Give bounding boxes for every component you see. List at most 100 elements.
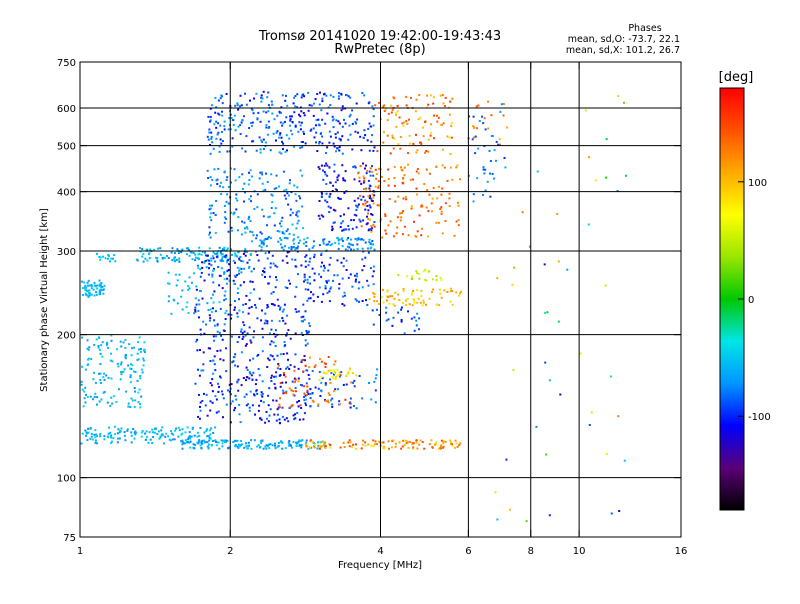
data-point	[303, 396, 305, 398]
data-point	[237, 446, 240, 449]
data-point	[229, 421, 232, 424]
data-point	[450, 136, 453, 139]
data-point	[336, 274, 339, 277]
data-point	[87, 348, 90, 351]
data-point	[355, 278, 357, 281]
stats-header: Phases	[628, 23, 661, 34]
data-point	[256, 117, 259, 120]
data-point	[391, 324, 394, 327]
data-point	[281, 94, 284, 97]
data-point	[321, 100, 324, 103]
data-point	[138, 247, 141, 249]
data-point	[87, 427, 90, 430]
data-point	[378, 101, 381, 104]
data-point	[296, 93, 299, 96]
data-point	[225, 200, 228, 203]
data-point	[261, 273, 264, 276]
data-point	[407, 446, 410, 449]
data-point	[323, 93, 325, 96]
data-point	[262, 401, 265, 404]
data-point	[362, 181, 365, 184]
data-point	[244, 303, 247, 305]
data-point	[297, 242, 300, 244]
data-point	[232, 213, 235, 216]
data-point	[423, 183, 426, 185]
data-point	[391, 136, 394, 139]
data-point	[261, 97, 264, 100]
data-point	[148, 252, 151, 255]
data-point	[84, 429, 87, 432]
data-point	[318, 286, 321, 289]
data-point	[250, 175, 253, 178]
data-point	[368, 197, 371, 200]
data-point	[130, 368, 133, 370]
data-point	[307, 288, 310, 291]
data-point	[210, 136, 213, 139]
data-point	[264, 445, 267, 448]
data-point	[217, 122, 220, 125]
data-point	[351, 285, 354, 288]
data-point	[299, 384, 302, 386]
data-point	[178, 251, 181, 254]
data-point	[437, 221, 440, 224]
data-point	[115, 348, 118, 351]
data-point	[304, 255, 307, 258]
data-point	[327, 269, 330, 272]
data-point	[556, 212, 559, 215]
data-point	[127, 402, 130, 405]
data-point	[252, 336, 255, 339]
data-point	[314, 443, 317, 446]
data-point	[367, 443, 370, 446]
data-point	[286, 251, 289, 254]
data-point	[360, 225, 363, 228]
data-point	[260, 94, 263, 97]
data-point	[248, 265, 251, 268]
data-point	[309, 405, 312, 408]
data-point	[261, 309, 263, 312]
data-point	[355, 447, 357, 450]
data-point	[293, 238, 296, 241]
data-point	[332, 142, 335, 145]
data-point	[408, 440, 411, 443]
data-point	[181, 289, 184, 292]
data-point	[318, 217, 321, 220]
data-point	[297, 130, 300, 133]
data-point	[360, 182, 363, 185]
data-point	[206, 169, 209, 172]
data-point	[348, 369, 351, 372]
data-point	[455, 291, 458, 294]
data-point	[173, 438, 176, 441]
data-point	[332, 279, 334, 282]
data-point	[489, 172, 491, 175]
data-point	[271, 444, 274, 447]
data-point	[130, 431, 133, 434]
data-point	[351, 148, 354, 151]
data-point	[97, 346, 100, 349]
data-point	[349, 96, 352, 99]
data-point	[129, 381, 132, 384]
data-point	[332, 126, 335, 129]
data-point	[285, 334, 288, 337]
data-point	[618, 510, 621, 512]
data-point	[318, 103, 321, 106]
data-point	[471, 138, 474, 141]
data-point	[449, 100, 452, 103]
data-point	[93, 343, 96, 346]
data-point	[327, 205, 330, 208]
data-point	[455, 442, 458, 445]
data-point	[105, 343, 108, 346]
data-point	[209, 207, 212, 210]
data-point	[270, 319, 273, 322]
data-point	[367, 209, 370, 212]
data-point	[103, 438, 106, 441]
data-point	[450, 122, 453, 124]
data-point	[319, 91, 321, 94]
data-point	[206, 135, 209, 138]
data-point	[319, 358, 321, 360]
data-point	[410, 207, 413, 210]
data-point	[285, 381, 287, 384]
data-point	[91, 285, 93, 288]
data-point	[315, 124, 317, 127]
data-point	[367, 284, 370, 287]
data-point	[331, 397, 334, 400]
